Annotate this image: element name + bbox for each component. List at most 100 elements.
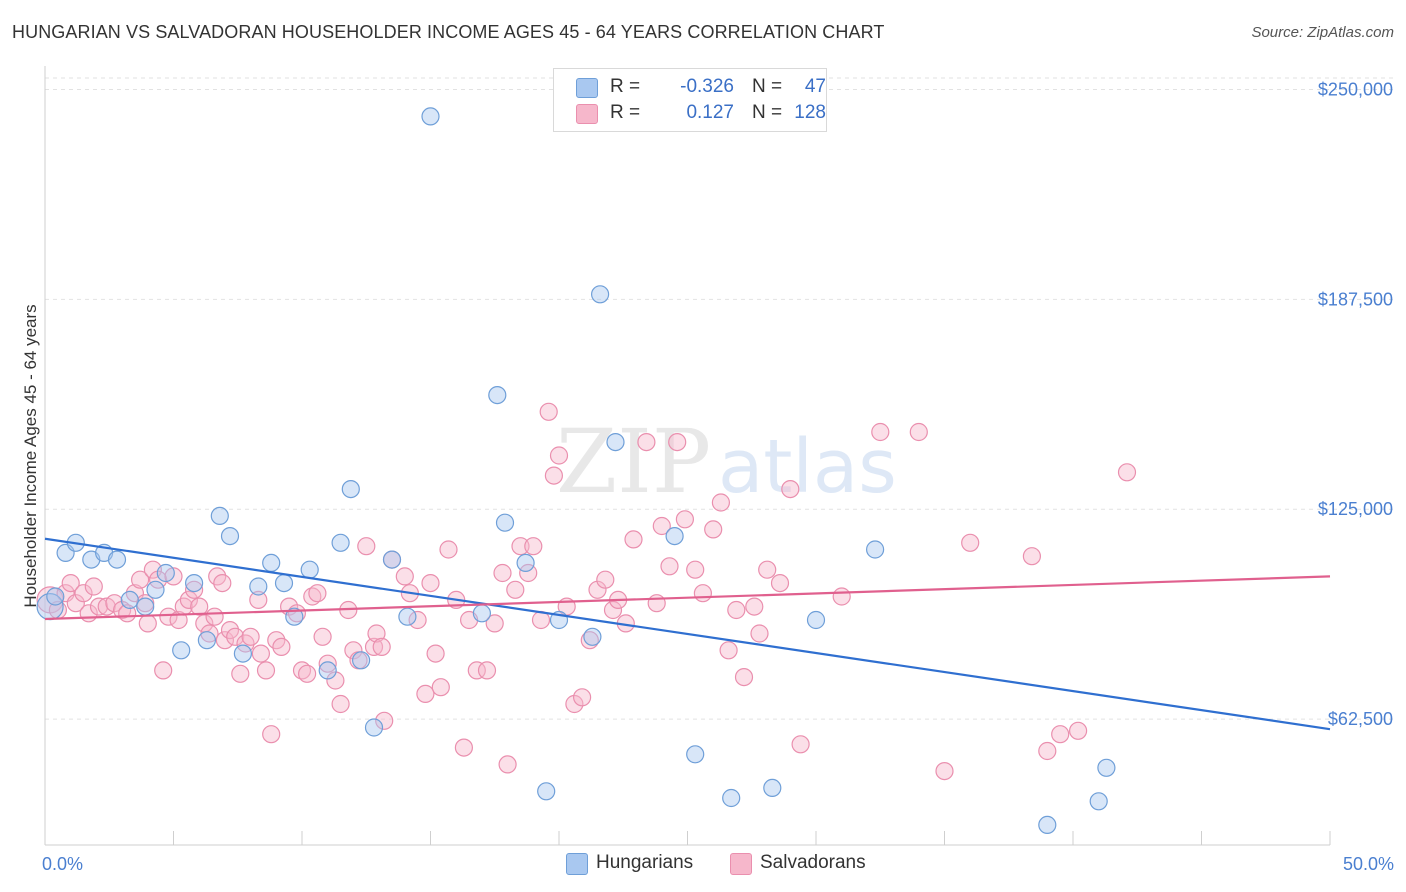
point-salvadorans	[758, 560, 777, 579]
point-salvadorans	[935, 761, 954, 781]
point-hungarians	[46, 587, 65, 606]
point-hungarians	[665, 526, 684, 546]
r-value: -0.326	[680, 76, 734, 97]
point-hungarians	[352, 651, 371, 670]
point-salvadorans	[506, 580, 525, 599]
point-salvadorans	[416, 684, 435, 704]
point-hungarians	[172, 641, 191, 660]
point-salvadorans	[596, 570, 615, 589]
point-salvadorans	[1022, 547, 1042, 566]
point-hungarians	[382, 550, 402, 569]
point-salvadorans	[159, 607, 178, 626]
point-salvadorans	[909, 422, 928, 442]
point-salvadorans	[668, 433, 687, 452]
point-salvadorans	[961, 533, 980, 552]
point-hungarians	[421, 107, 440, 126]
stats-legend: R = -0.326 N = 47 R = 0.127 N = 128	[553, 68, 827, 132]
n-value: 47	[804, 76, 826, 97]
x-tick-label-max: 50.0%	[1343, 854, 1394, 874]
point-salvadorans	[375, 711, 394, 730]
point-salvadorans	[745, 597, 764, 616]
point-salvadorans	[318, 654, 337, 673]
point-salvadorans	[357, 537, 376, 556]
point-salvadorans	[154, 661, 173, 680]
point-hungarians	[1089, 792, 1108, 811]
point-salvadorans	[308, 584, 327, 603]
point-salvadorans	[372, 637, 391, 657]
point-salvadorans	[1038, 741, 1057, 761]
point-hungarians	[364, 718, 384, 737]
x-tick-label-min: 0.0%	[42, 854, 83, 874]
point-hungarians	[210, 506, 229, 526]
y-tick-label: $187,500	[1318, 289, 1393, 309]
point-salvadorans	[249, 590, 268, 610]
point-hungarians	[197, 631, 216, 650]
point-salvadorans	[647, 594, 666, 613]
point-hungarians	[285, 607, 304, 626]
point-hungarians	[185, 573, 204, 593]
point-hungarians	[472, 604, 491, 623]
point-hungarians	[1097, 758, 1116, 777]
point-salvadorans	[498, 755, 517, 774]
point-salvadorans	[215, 631, 234, 650]
point-salvadorans	[287, 604, 306, 623]
point-salvadorans	[719, 641, 738, 660]
point-salvadorans	[303, 587, 322, 606]
legend-swatch-hungarians	[576, 78, 598, 98]
point-salvadorans	[226, 627, 245, 646]
point-salvadorans	[251, 644, 270, 663]
point-hungarians	[274, 573, 294, 593]
chart-title: HUNGARIAN VS SALVADORAN HOUSEHOLDER INCO…	[12, 22, 885, 42]
legend-swatch-salvadorans	[730, 853, 752, 875]
point-hungarians	[583, 627, 602, 646]
point-salvadorans	[118, 604, 137, 623]
point-salvadorans	[431, 678, 450, 697]
point-salvadorans	[272, 637, 291, 657]
point-hungarians	[516, 553, 535, 573]
point-hungarians	[537, 782, 556, 801]
point-salvadorans	[511, 537, 530, 556]
r-label: R =	[610, 76, 641, 97]
point-salvadorans	[493, 563, 512, 583]
point-salvadorans	[179, 590, 198, 610]
point-salvadorans	[544, 466, 564, 485]
data-points	[36, 107, 1137, 835]
point-salvadorans	[652, 516, 671, 536]
point-salvadorans	[205, 607, 224, 626]
point-salvadorans	[89, 597, 109, 616]
point-hungarians	[763, 778, 782, 798]
point-salvadorans	[84, 577, 103, 596]
point-salvadorans	[426, 644, 445, 663]
point-hungarians	[341, 480, 360, 499]
point-salvadorans	[292, 661, 312, 680]
n-label: N =	[752, 76, 783, 97]
point-salvadorans	[624, 530, 643, 549]
y-tick-label: $125,000	[1318, 499, 1393, 519]
point-salvadorans	[477, 661, 497, 680]
point-hungarians	[331, 533, 350, 552]
watermark-zip: ZIP	[556, 410, 711, 513]
point-hungarians	[722, 788, 741, 808]
point-salvadorans	[326, 671, 345, 690]
point-salvadorans	[693, 584, 713, 603]
point-hungarians	[156, 563, 175, 583]
y-tick-label: $62,500	[1328, 709, 1393, 729]
point-salvadorans	[711, 493, 731, 512]
point-salvadorans	[637, 433, 656, 452]
point-salvadorans	[213, 573, 232, 593]
point-salvadorans	[549, 446, 569, 465]
grid-lines	[45, 77, 1395, 720]
point-salvadorans	[439, 540, 458, 559]
point-salvadorans	[686, 560, 705, 579]
point-hungarians	[806, 610, 826, 630]
point-salvadorans	[467, 661, 486, 680]
point-hungarians	[262, 553, 281, 573]
point-salvadorans	[565, 694, 584, 714]
point-salvadorans	[524, 537, 543, 556]
point-hungarians	[136, 597, 155, 616]
point-salvadorans	[832, 587, 851, 606]
trend-lines	[44, 537, 1331, 731]
point-salvadorans	[408, 610, 427, 630]
point-salvadorans	[675, 510, 695, 529]
point-hungarians	[488, 386, 507, 405]
